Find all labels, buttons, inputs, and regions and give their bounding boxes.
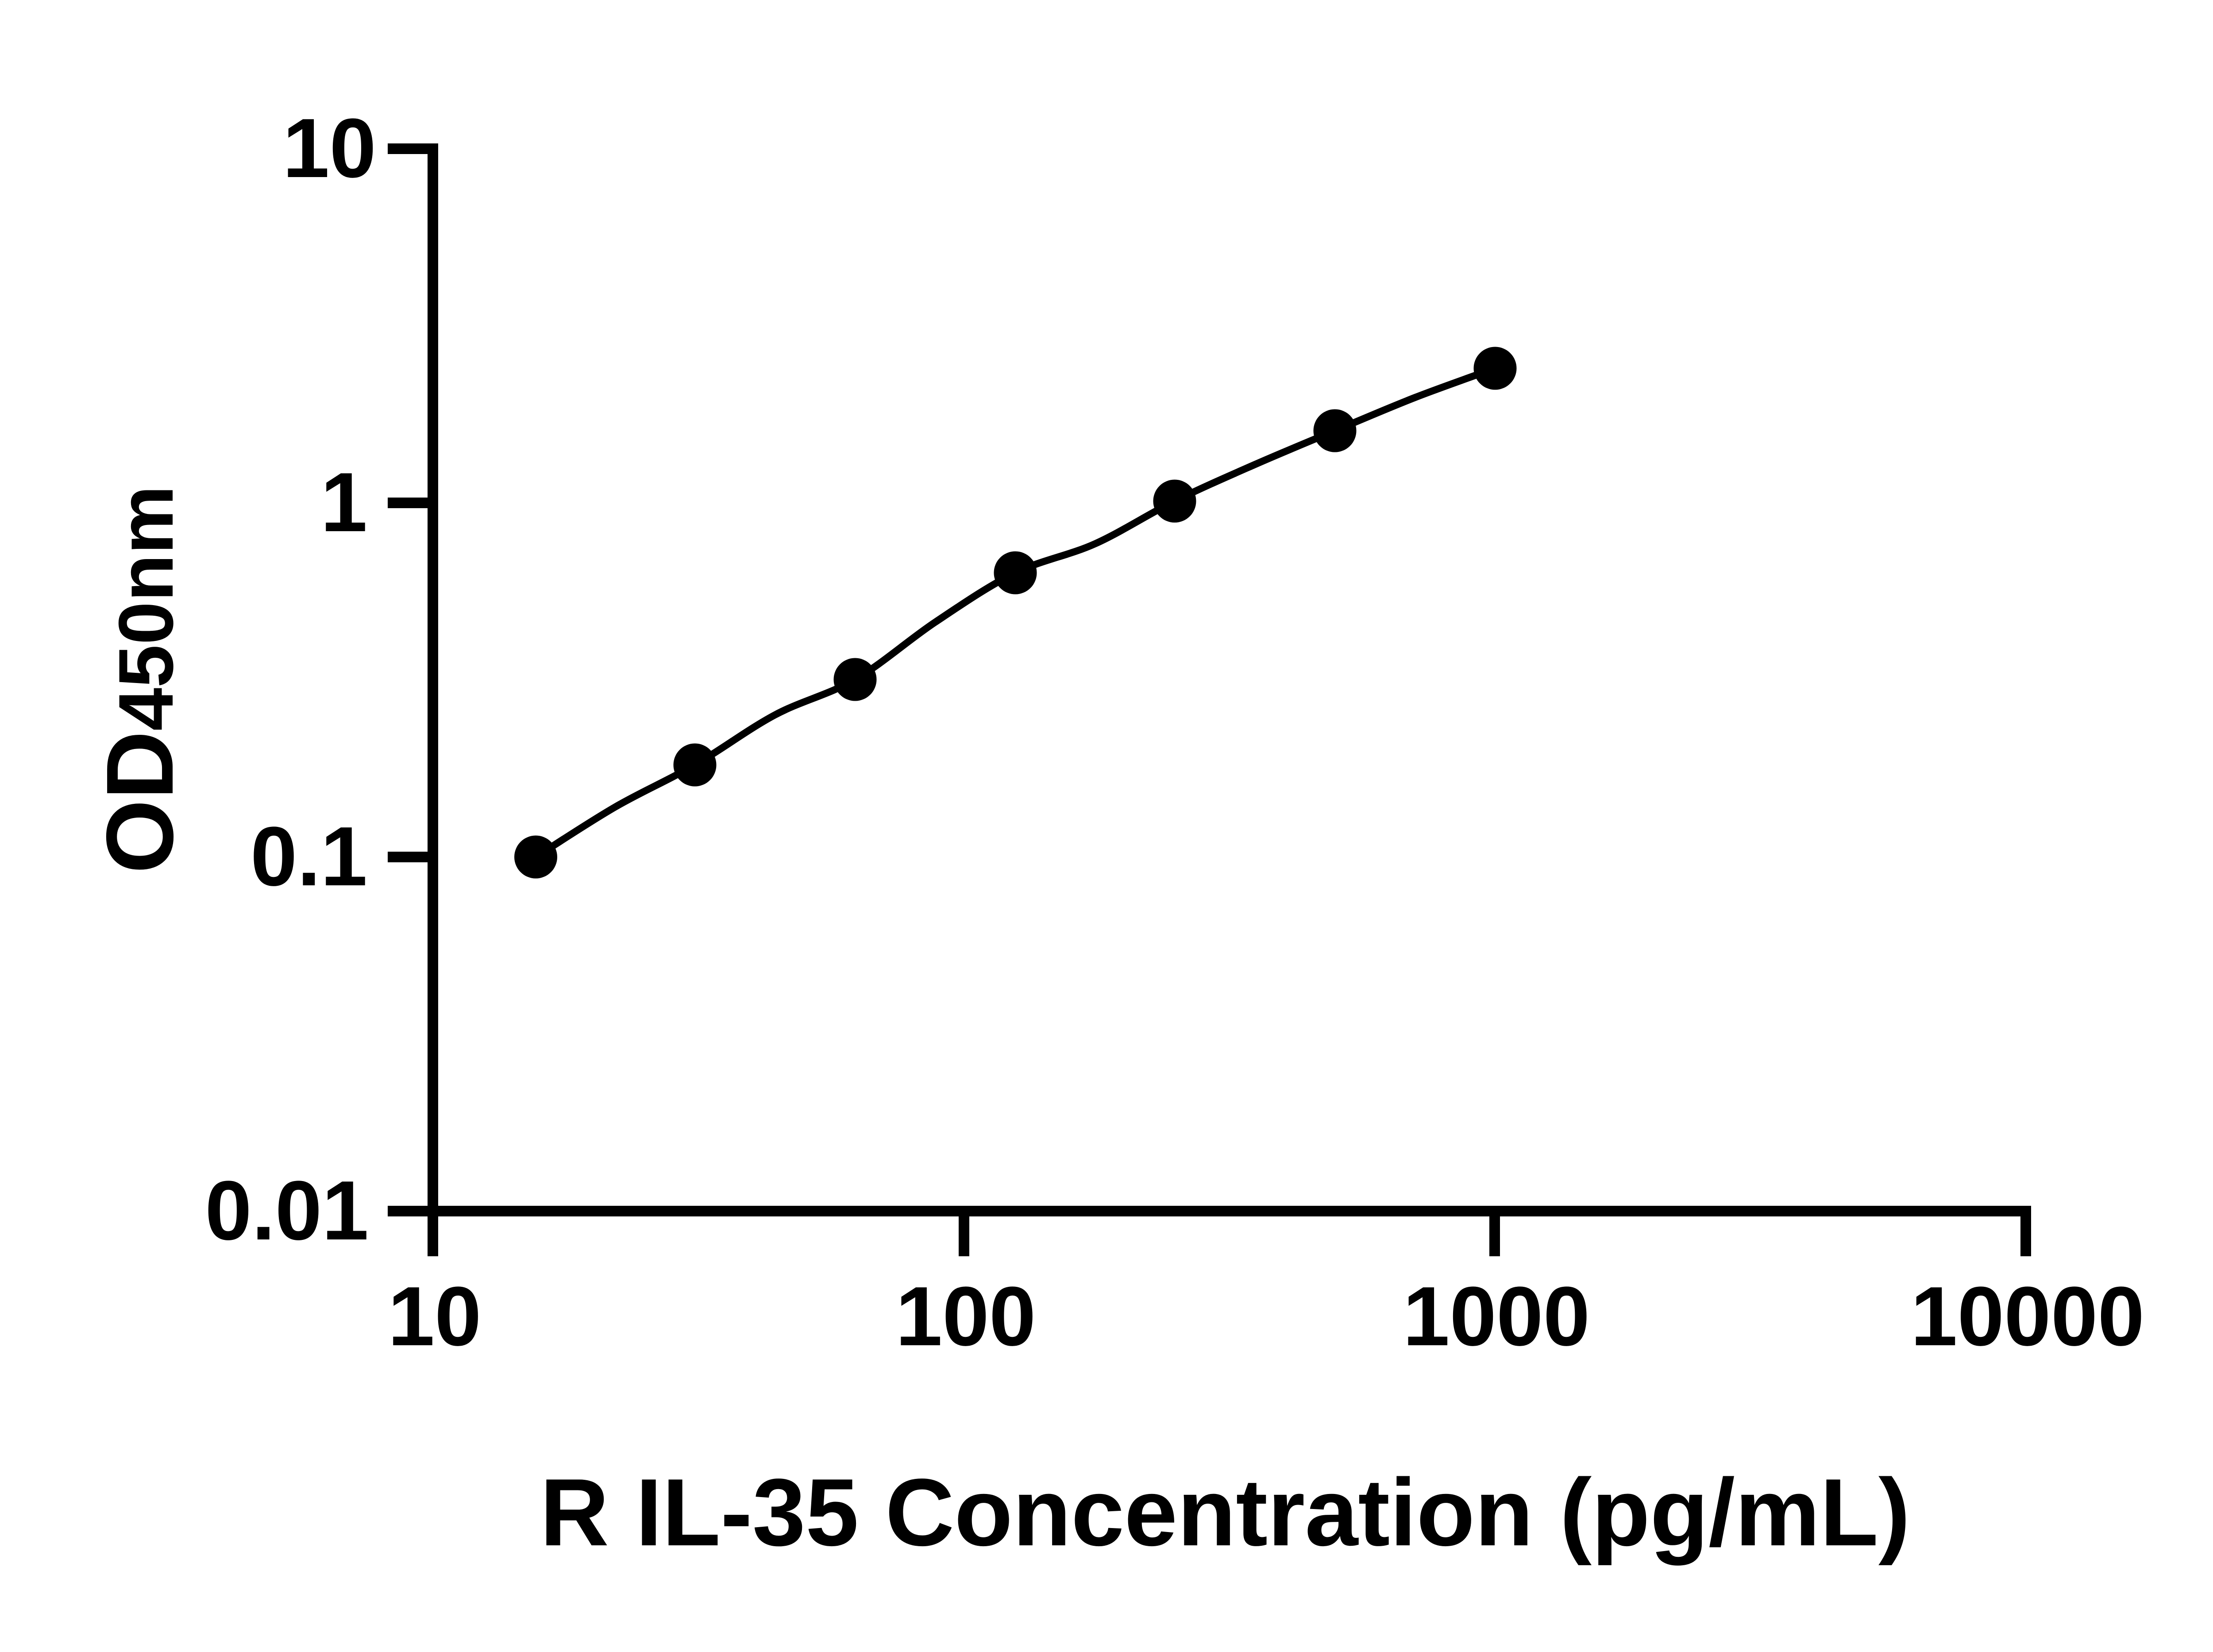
svg-text:10000: 10000 bbox=[1911, 1270, 2144, 1363]
svg-text:10: 10 bbox=[283, 101, 376, 195]
svg-text:1000: 1000 bbox=[1403, 1270, 1590, 1363]
svg-text:R IL-35 Concentration (pg/mL): R IL-35 Concentration (pg/mL) bbox=[540, 1459, 1910, 1566]
svg-text:0.01: 0.01 bbox=[205, 1164, 369, 1258]
svg-text:0.1: 0.1 bbox=[251, 810, 367, 903]
svg-text:100: 100 bbox=[895, 1270, 1036, 1363]
svg-text:10: 10 bbox=[388, 1270, 481, 1363]
svg-text:OD450nm: OD450nm bbox=[86, 486, 193, 874]
svg-text:1: 1 bbox=[320, 455, 367, 549]
